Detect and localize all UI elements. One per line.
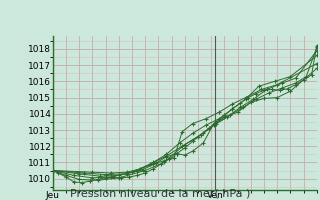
Text: Pression niveau de la mer( hPa ): Pression niveau de la mer( hPa ) bbox=[70, 188, 250, 198]
